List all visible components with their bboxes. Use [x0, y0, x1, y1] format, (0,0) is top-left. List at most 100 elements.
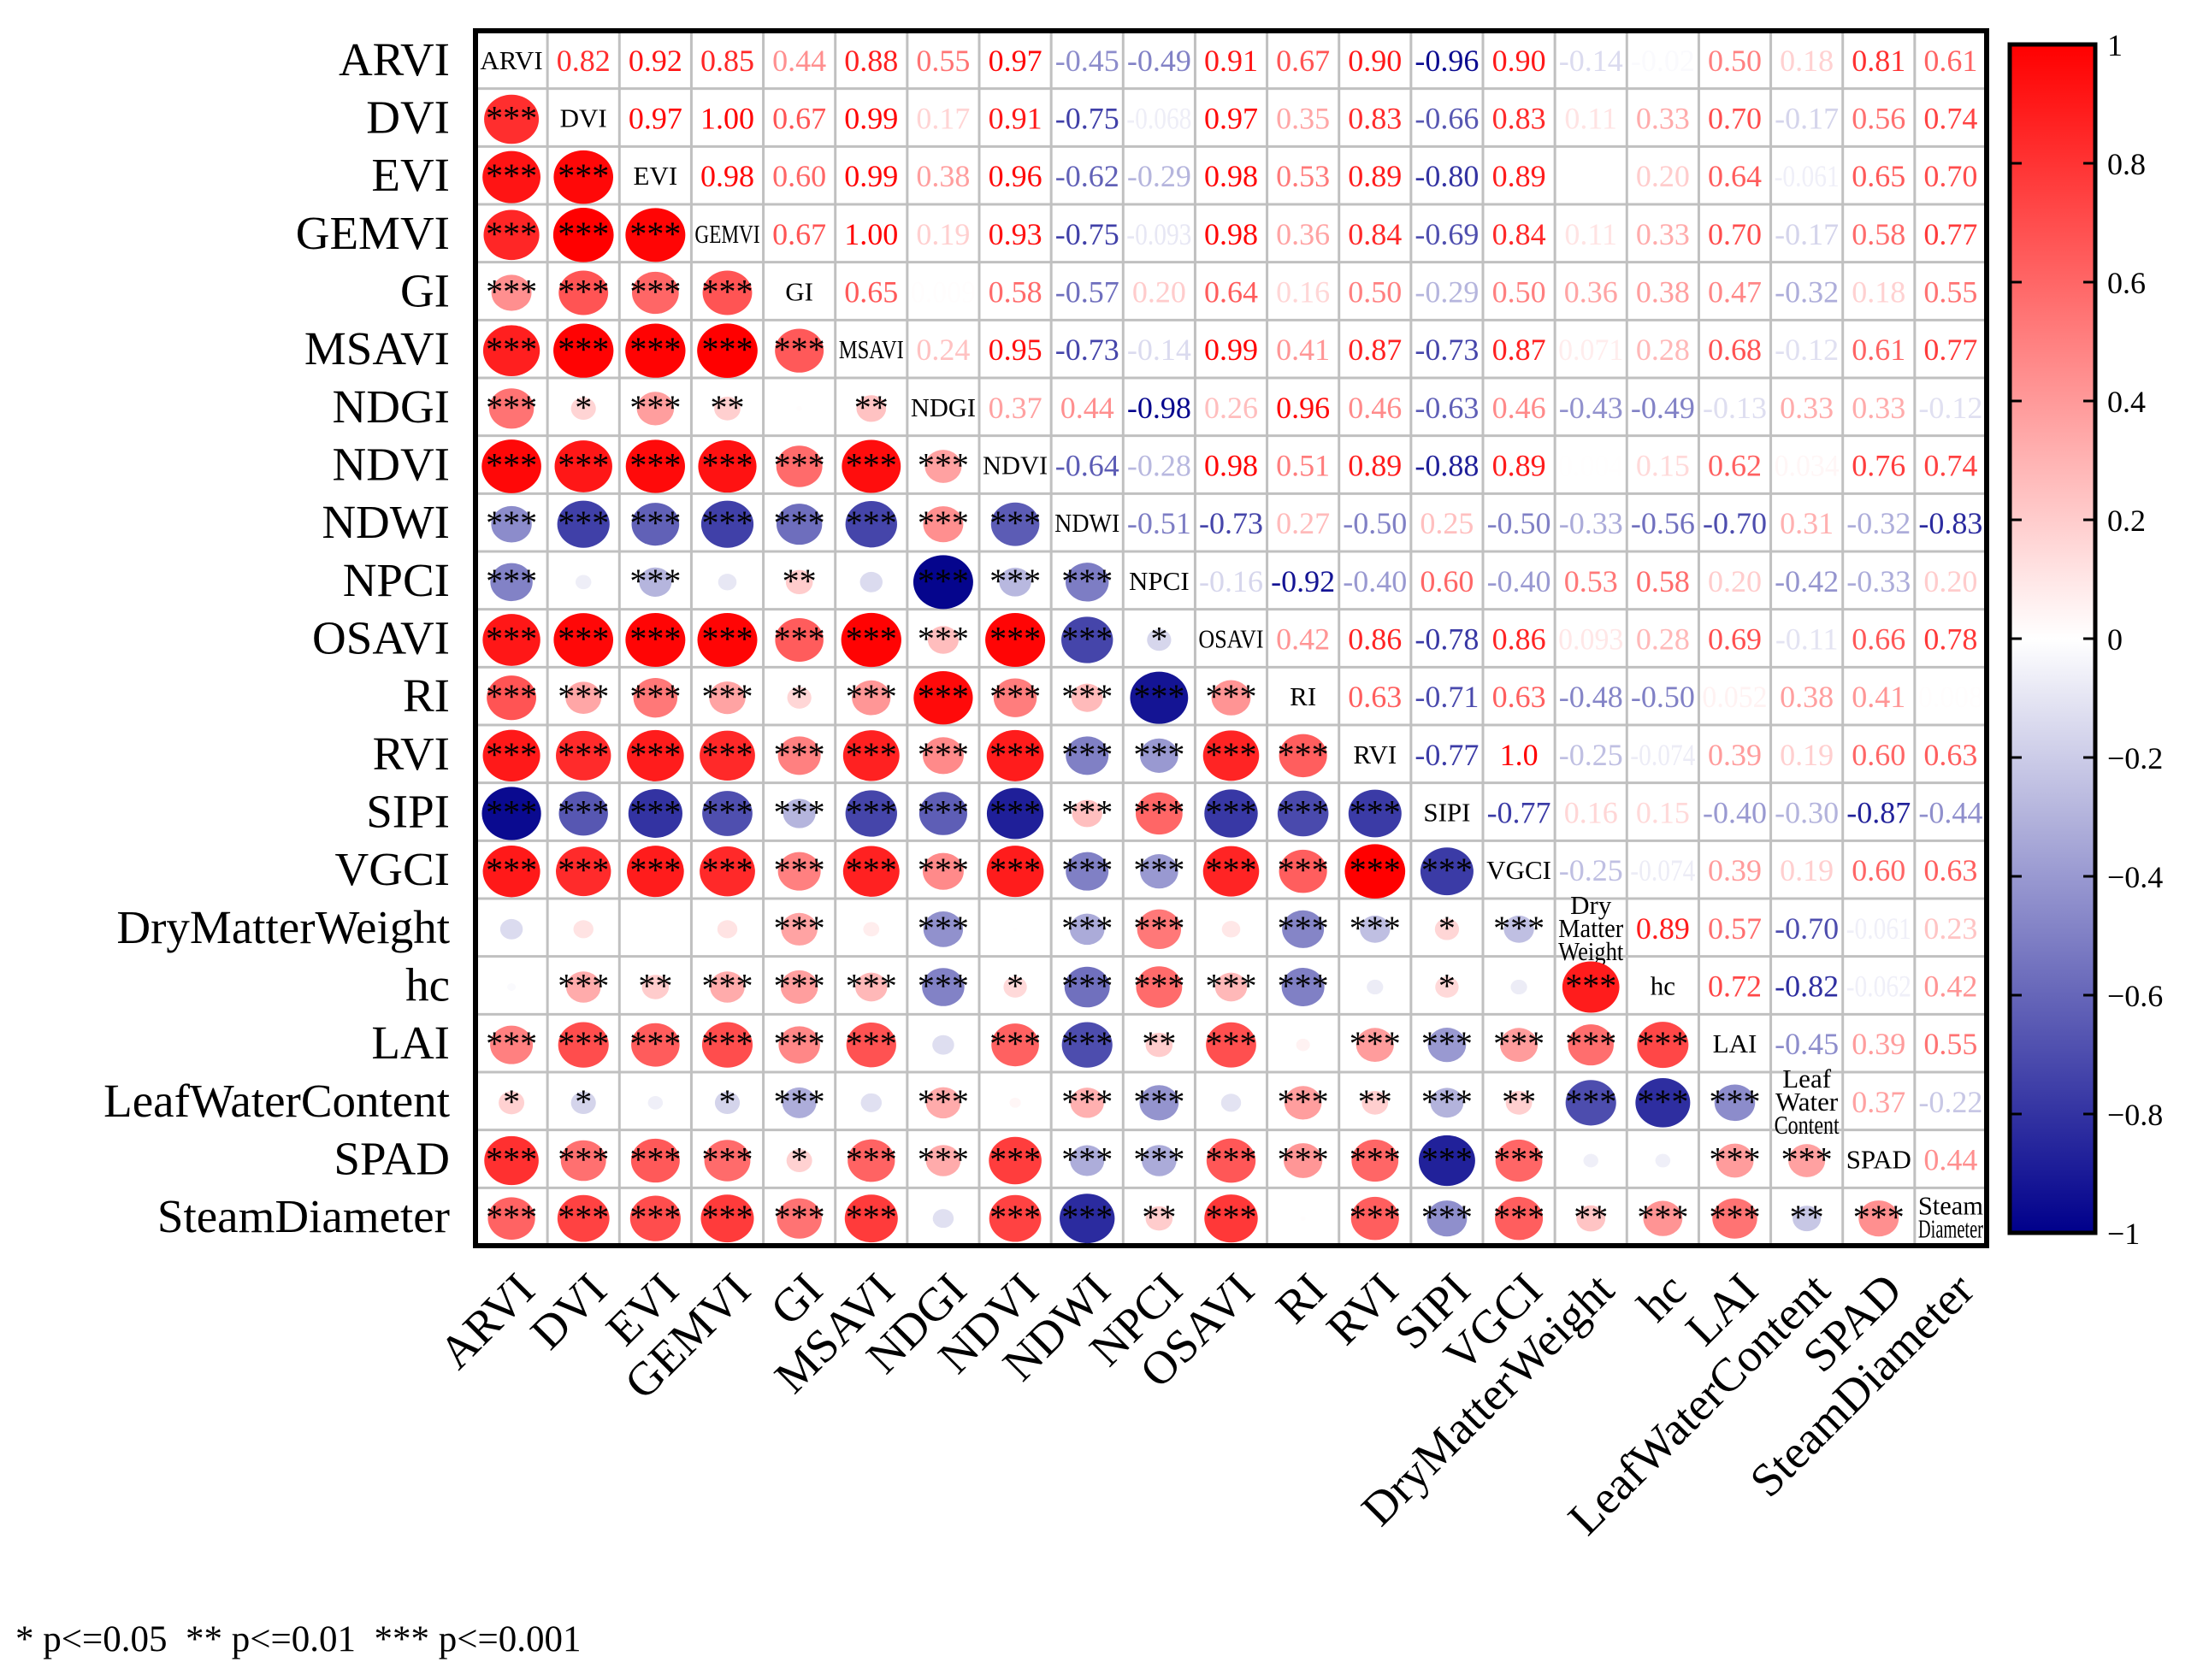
correlation-value: 0.18: [1852, 275, 1905, 309]
correlation-circle: [565, 681, 602, 714]
correlation-value: -0.50: [1631, 680, 1695, 714]
significance-stars: ***: [1061, 1198, 1113, 1236]
diagonal-label: LAI: [1713, 1029, 1757, 1058]
correlation-value: 0.97: [629, 102, 682, 136]
correlation-value: 0.46: [1348, 391, 1402, 425]
significance-stars: ***: [774, 909, 825, 947]
significance-legend: * p<=0.05 ** p<=0.01 *** p<=0.001: [15, 1619, 582, 1659]
significance-stars: ***: [629, 1024, 681, 1063]
diagonal-label: Steam Diameter: [1918, 1191, 1984, 1244]
row-label: NPCI: [343, 554, 450, 606]
row-label: OSAVI: [312, 612, 450, 664]
significance-stars: ***: [486, 388, 537, 427]
significance-stars: ***: [1206, 967, 1257, 1005]
correlation-value: 0.17: [916, 102, 970, 136]
correlation-circle: [647, 1095, 664, 1110]
correlation-circle: [1277, 790, 1329, 837]
correlation-value: 0.70: [1923, 159, 1977, 193]
significance-stars: ***: [702, 273, 753, 311]
correlation-circle: [990, 502, 1040, 546]
correlation-value: 0.46: [1492, 391, 1546, 425]
correlation-circle: [1510, 979, 1527, 995]
correlation-value: -0.96: [1415, 44, 1479, 78]
significance-stars: ***: [486, 1024, 537, 1063]
correlation-circle: [717, 920, 738, 939]
correlation-circle: [776, 504, 823, 545]
correlation-circle: [625, 439, 685, 493]
correlation-value: 0.41: [1276, 333, 1330, 367]
correlation-circle: [1013, 927, 1018, 931]
significance-stars: **: [1790, 1198, 1824, 1236]
correlation-value: 0.11: [1564, 102, 1617, 136]
correlation-circle: [991, 1023, 1039, 1067]
significance-stars: ***: [1493, 1141, 1545, 1179]
correlation-value: -0.25: [1559, 853, 1623, 887]
correlation-value: 1.0: [1500, 738, 1539, 772]
correlation-value: 0.96: [989, 159, 1042, 193]
correlation-circle: [1003, 976, 1027, 998]
row-label: SIPI: [366, 786, 450, 838]
diagonal-label: SIPI: [1423, 798, 1470, 828]
correlation-circle: [487, 1197, 535, 1241]
significance-stars: ***: [1710, 1141, 1761, 1179]
diagonal-label: NDGI: [911, 392, 976, 422]
significance-stars: ***: [558, 1024, 609, 1063]
correlation-value: 0.16: [1276, 275, 1330, 309]
correlation-value: -0.44: [1918, 796, 1982, 830]
correlation-circle: [488, 388, 535, 429]
diagonal-label-line: Weight: [1558, 936, 1623, 966]
correlation-circle: [1070, 1145, 1105, 1176]
significance-stars: ***: [918, 909, 969, 947]
diagonal-label-line: NDGI: [911, 392, 976, 422]
colorbar-tick-label: −0.6: [2107, 979, 2163, 1013]
correlation-value: -0.45: [1055, 44, 1119, 78]
correlation-circle: [700, 730, 755, 781]
correlation-value: 0.50: [1708, 44, 1762, 78]
correlation-value: -0.77: [1415, 738, 1479, 772]
correlation-value: 0.36: [1276, 217, 1330, 251]
significance-stars: ***: [1206, 793, 1257, 832]
correlation-circle: [1356, 1028, 1394, 1063]
correlation-value: 0.39: [1708, 853, 1762, 887]
column-label: DVI: [520, 1263, 616, 1359]
significance-stars: ***: [1350, 909, 1401, 947]
colorbar-tick-label: 0.4: [2107, 385, 2146, 419]
significance-stars: *: [1150, 620, 1167, 658]
correlation-circle: [702, 270, 753, 315]
colorbar-tick-label: −0.2: [2107, 741, 2163, 775]
significance-stars: ***: [1278, 735, 1329, 774]
correlation-circle: [1072, 799, 1102, 828]
correlation-value: 0.31: [1780, 506, 1834, 540]
significance-stars: ***: [1206, 677, 1257, 716]
correlation-circle: [782, 1087, 817, 1118]
diagonal-label-line: Dry: [1570, 890, 1612, 920]
significance-stars: ***: [702, 967, 753, 1005]
correlation-circle: [918, 792, 967, 835]
significance-stars: ***: [629, 215, 681, 253]
correlation-value: 0.41: [1852, 680, 1905, 714]
significance-stars: ***: [558, 504, 609, 542]
significance-stars: ***: [1061, 967, 1113, 1005]
diagonal-label-line: Diameter: [1918, 1214, 1984, 1244]
significance-stars: ***: [702, 1198, 753, 1236]
correlation-circle: [1140, 854, 1178, 889]
correlation-value: 1.00: [844, 217, 898, 251]
correlation-value: -0.82: [1775, 970, 1839, 1004]
correlation-value: 0.70: [1708, 217, 1762, 251]
correlation-value: -0.43: [1559, 391, 1623, 425]
correlation-circle: [1206, 1138, 1256, 1183]
row-label: NDWI: [322, 496, 450, 548]
correlation-circle: [1279, 849, 1327, 893]
correlation-value: 0.15: [1636, 449, 1690, 483]
correlation-value: 0.39: [1852, 1027, 1905, 1061]
correlation-value: 0.78: [1923, 622, 1977, 657]
correlation-value: 0.89: [1636, 911, 1690, 946]
correlation-value: 0.33: [1780, 391, 1834, 425]
significance-stars: *: [575, 388, 592, 427]
correlation-circle: [1204, 1194, 1258, 1243]
significance-stars: ***: [1061, 562, 1113, 600]
correlation-circle: [775, 618, 824, 662]
correlation-circle: [1788, 1144, 1826, 1177]
significance-stars: ***: [486, 156, 537, 195]
correlation-circle: [786, 1149, 812, 1172]
